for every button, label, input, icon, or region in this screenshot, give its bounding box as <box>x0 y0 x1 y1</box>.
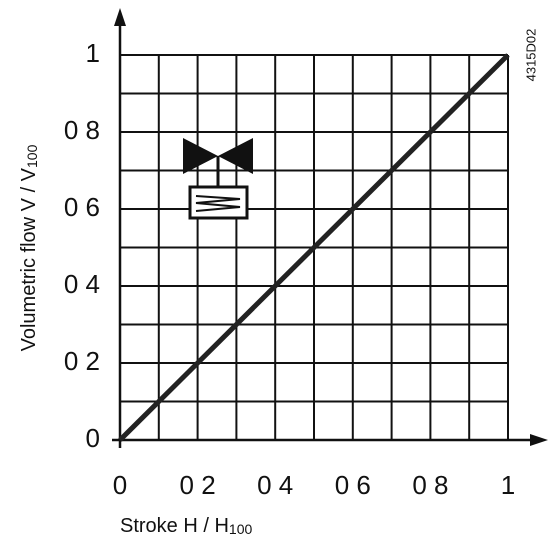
valve-icon <box>183 138 253 220</box>
y-axis-arrow <box>114 8 126 26</box>
x-tick-label: 0 8 <box>412 470 448 500</box>
x-axis-label-text: Stroke H / H <box>120 515 229 537</box>
x-axis-label-sub: 100 <box>229 521 253 537</box>
y-tick-label: 0 <box>86 423 100 453</box>
annotation: 4315D02 <box>523 29 538 82</box>
x-tick-label: 0 4 <box>257 470 293 500</box>
x-tick-label: 0 6 <box>335 470 371 500</box>
line-series <box>118 53 510 442</box>
y-axis-label: Volumetric flow V / V100 <box>18 144 40 351</box>
x-tick-label: 0 <box>113 470 127 500</box>
y-tick-label: 0 2 <box>64 346 100 376</box>
y-tick-label: 1 <box>86 38 100 68</box>
y-tick-label: 0 8 <box>64 115 100 145</box>
x-tick-label: 1 <box>501 470 515 500</box>
y-axis-label-sub: 100 <box>24 144 40 168</box>
y-axis-label-text: Volumetric flow V / V <box>18 167 40 351</box>
x-axis-label: Stroke H / H100 <box>120 515 252 537</box>
x-tick-label: 0 2 <box>180 470 216 500</box>
y-tick-label: 0 6 <box>64 192 100 222</box>
y-tick-label: 0 4 <box>64 269 100 299</box>
x-axis-arrow <box>530 434 548 446</box>
